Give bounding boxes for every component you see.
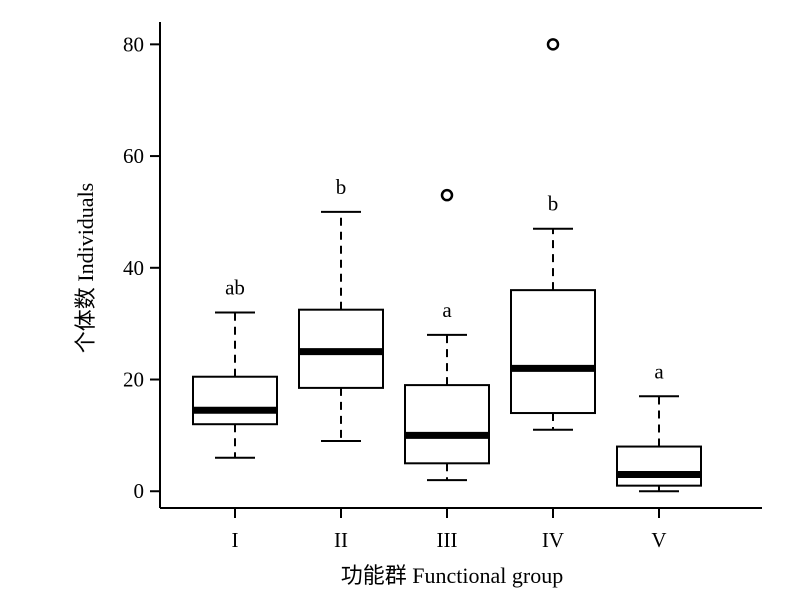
outlier-point xyxy=(442,190,452,200)
y-tick-label: 0 xyxy=(134,479,145,503)
y-tick-label: 60 xyxy=(123,144,144,168)
box-group: b xyxy=(511,39,595,429)
y-tick-label: 80 xyxy=(123,32,144,56)
box-group: a xyxy=(617,359,701,491)
y-tick-label: 20 xyxy=(123,368,144,392)
iqr-box xyxy=(193,377,277,424)
iqr-box xyxy=(511,290,595,413)
significance-label: a xyxy=(442,298,452,322)
iqr-box xyxy=(617,447,701,486)
iqr-box xyxy=(405,385,489,463)
x-tick-label: IV xyxy=(542,528,564,552)
y-tick-label: 40 xyxy=(123,256,144,280)
box-group: b xyxy=(299,175,383,441)
y-axis-title: 个体数 Individuals xyxy=(73,183,98,354)
x-tick-label: III xyxy=(437,528,458,552)
significance-label: ab xyxy=(225,275,245,299)
significance-label: b xyxy=(336,175,347,199)
x-tick-label: I xyxy=(232,528,239,552)
x-ticks: I II III IV V xyxy=(232,508,667,552)
significance-label: a xyxy=(654,359,664,383)
box-group: a xyxy=(405,190,489,480)
x-tick-label: V xyxy=(651,528,666,552)
y-ticks: 0 20 40 60 80 xyxy=(123,32,160,503)
box-group: ab xyxy=(193,275,277,457)
x-axis-title: 功能群 Functional group xyxy=(341,563,563,588)
outlier-point xyxy=(548,39,558,49)
significance-label: b xyxy=(548,192,559,216)
x-tick-label: II xyxy=(334,528,348,552)
